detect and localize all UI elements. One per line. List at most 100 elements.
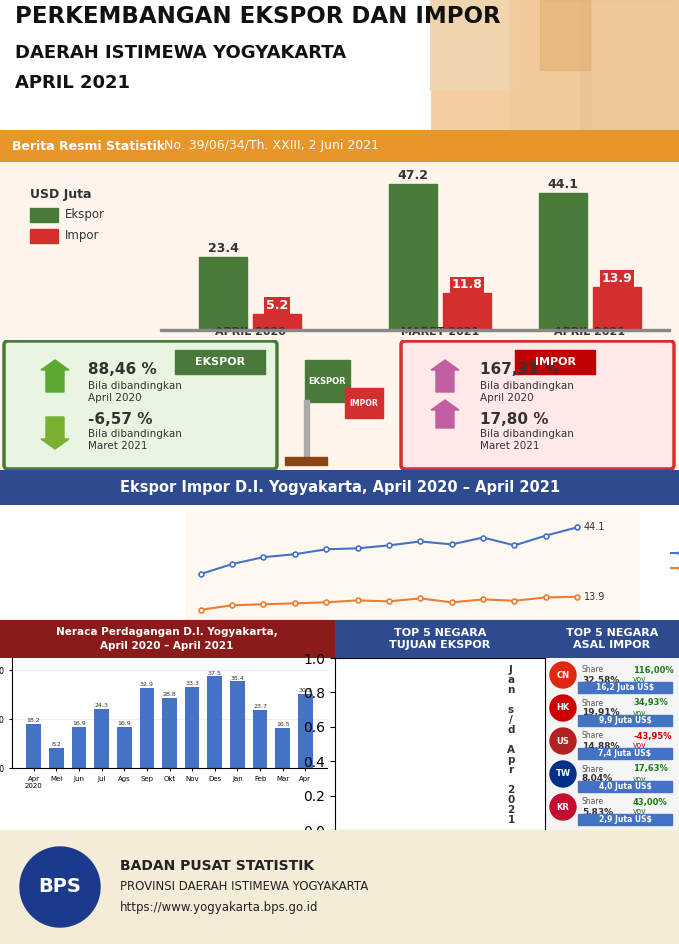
Text: 17,63%: 17,63% (633, 765, 668, 773)
Bar (185, 686, 200, 768)
Text: Share: Share (375, 666, 397, 675)
Bar (117, 727, 132, 768)
Bar (298, 694, 313, 768)
Bar (593, 287, 641, 330)
Text: 88,46 %: 88,46 % (88, 362, 157, 378)
FancyBboxPatch shape (4, 341, 277, 469)
Circle shape (550, 761, 576, 787)
Text: 10,6 Juta US$: 10,6 Juta US$ (417, 815, 481, 824)
Text: Share: Share (375, 699, 397, 707)
Text: Berita Resmi Statistik: Berita Resmi Statistik (12, 140, 165, 153)
Text: 16.9: 16.9 (117, 721, 131, 726)
Text: DE: DE (349, 736, 361, 746)
Bar (253, 710, 268, 768)
Text: yoy: yoy (633, 774, 646, 784)
Text: 35.4: 35.4 (230, 676, 244, 681)
Text: IMPOR: IMPOR (534, 357, 576, 367)
Text: IMPOR: IMPOR (350, 398, 378, 408)
Bar (540, 0, 590, 70)
Bar (370, 814, 528, 825)
Text: Bila dibandingkan: Bila dibandingkan (480, 381, 574, 391)
Text: US: US (348, 670, 361, 680)
Text: 9,9 Juta US$: 9,9 Juta US$ (599, 716, 651, 725)
Circle shape (342, 662, 368, 688)
FancyArrow shape (431, 360, 459, 392)
Bar (275, 728, 290, 768)
Text: Maret 2021: Maret 2021 (88, 441, 147, 451)
Text: TOP 5 NEGARA
ASAL IMPOR: TOP 5 NEGARA ASAL IMPOR (566, 628, 658, 650)
Text: 6,23%: 6,23% (375, 774, 406, 784)
Text: 4,0 Juta US$: 4,0 Juta US$ (599, 782, 651, 791)
Text: 116,00%: 116,00% (633, 666, 674, 675)
Text: 8,95%: 8,95% (375, 741, 406, 750)
Text: 5,83%: 5,83% (582, 807, 613, 817)
Text: 16,2 Juta US$: 16,2 Juta US$ (596, 683, 654, 692)
Text: Share: Share (375, 765, 397, 773)
Text: CN: CN (556, 670, 570, 680)
Text: 12,67%: 12,67% (440, 699, 477, 707)
Bar (510, 0, 590, 130)
Text: 76,67%: 76,67% (440, 798, 477, 806)
FancyArrow shape (431, 400, 459, 428)
FancyBboxPatch shape (401, 341, 674, 469)
Text: yoy: yoy (633, 807, 646, 817)
Text: 44,27%: 44,27% (440, 666, 478, 675)
Bar (285, 457, 327, 465)
Bar (175, 350, 265, 374)
Text: Bila dibandingkan: Bila dibandingkan (480, 429, 574, 439)
Circle shape (342, 761, 368, 787)
Text: https://www.yogyakarta.bps.go.id: https://www.yogyakarta.bps.go.id (120, 902, 318, 915)
Text: Share: Share (582, 732, 604, 740)
Text: APRIL 2020: APRIL 2020 (215, 327, 285, 337)
Text: 32,58%: 32,58% (582, 676, 619, 684)
Bar (580, 0, 679, 130)
Text: Share: Share (375, 732, 397, 740)
Circle shape (342, 695, 368, 721)
Bar (370, 682, 528, 693)
Text: yoy: yoy (440, 774, 454, 784)
Text: 13.9: 13.9 (583, 592, 605, 602)
Bar (539, 194, 587, 330)
Text: TOP 5 NEGARA
TUJUAN EKSPOR: TOP 5 NEGARA TUJUAN EKSPOR (389, 628, 491, 650)
Text: 62,9 Juta US$: 62,9 Juta US$ (417, 683, 481, 692)
Bar (230, 682, 244, 768)
Text: 19,91%: 19,91% (582, 709, 620, 717)
Text: AU: AU (348, 769, 361, 779)
Text: JP: JP (350, 703, 360, 713)
Text: 8,04%: 8,04% (582, 774, 613, 784)
Text: 33.3: 33.3 (185, 681, 199, 686)
Text: DAERAH ISTIMEWA YOGYAKARTA: DAERAH ISTIMEWA YOGYAKARTA (15, 44, 346, 62)
Bar (370, 748, 528, 759)
Text: April 2020: April 2020 (88, 393, 142, 403)
Circle shape (550, 728, 576, 754)
Text: 35,64%: 35,64% (375, 676, 413, 684)
Circle shape (550, 662, 576, 688)
Text: 6,04%: 6,04% (440, 732, 471, 740)
Text: Share: Share (582, 798, 604, 806)
Bar (578, 715, 672, 726)
Text: KR: KR (557, 802, 570, 812)
Text: -6,57 %: -6,57 % (88, 413, 153, 428)
Bar (578, 781, 672, 792)
Text: 17,80 %: 17,80 % (480, 413, 549, 428)
Text: 8.2: 8.2 (52, 742, 61, 748)
Bar (30, 229, 58, 243)
Text: 11,0 Juta US$: 11,0 Juta US$ (417, 782, 481, 791)
Text: 47.2: 47.2 (397, 169, 428, 181)
Text: 71,85%: 71,85% (440, 765, 477, 773)
Text: PROVINSI DAERAH ISTIMEWA YOGYAKARTA: PROVINSI DAERAH ISTIMEWA YOGYAKARTA (120, 881, 368, 894)
Text: 14,88%: 14,88% (582, 741, 619, 750)
Text: Bila dibandingkan: Bila dibandingkan (88, 381, 182, 391)
Bar (370, 715, 528, 726)
Bar (578, 682, 672, 693)
Text: PERKEMBANGAN EKSPOR DAN IMPOR: PERKEMBANGAN EKSPOR DAN IMPOR (15, 5, 500, 28)
Bar (207, 676, 222, 768)
Text: US: US (557, 736, 570, 746)
Text: NL: NL (349, 802, 361, 812)
Text: No. 39/06/34/Th. XXIII, 2 Juni 2021: No. 39/06/34/Th. XXIII, 2 Juni 2021 (160, 140, 379, 153)
Text: 15,8 Juta: 15,8 Juta (428, 749, 470, 758)
Text: yoy: yoy (633, 676, 646, 684)
Text: 23.4: 23.4 (208, 243, 238, 256)
Text: 32.9: 32.9 (140, 682, 154, 687)
Bar (430, 0, 520, 90)
